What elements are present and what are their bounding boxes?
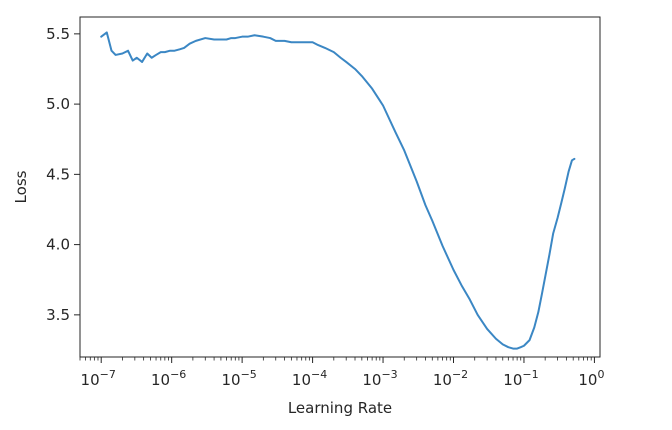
y-tick-label: 4.5: [46, 165, 70, 183]
x-tick-label: 10−1: [503, 368, 538, 389]
x-tick-label: 10−6: [151, 368, 186, 389]
x-axis-label: Learning Rate: [288, 399, 392, 417]
x-tick-label: 10−7: [81, 368, 116, 389]
x-tick-label: 10−2: [433, 368, 468, 389]
x-tick-label: 10−5: [221, 368, 256, 389]
plot-area-frame: [79, 16, 601, 358]
x-tick-label: 100: [578, 368, 604, 389]
x-tick-label: 10−3: [362, 368, 397, 389]
y-tick-label: 3.5: [46, 306, 70, 324]
y-tick-label: 5.5: [46, 25, 70, 43]
y-tick-label: 4.0: [46, 236, 70, 254]
y-axis-label: Loss: [12, 170, 30, 203]
x-tick-label: 10−4: [292, 368, 327, 389]
loss-series-line: [100, 31, 576, 350]
y-tick-label: 5.0: [46, 95, 70, 113]
